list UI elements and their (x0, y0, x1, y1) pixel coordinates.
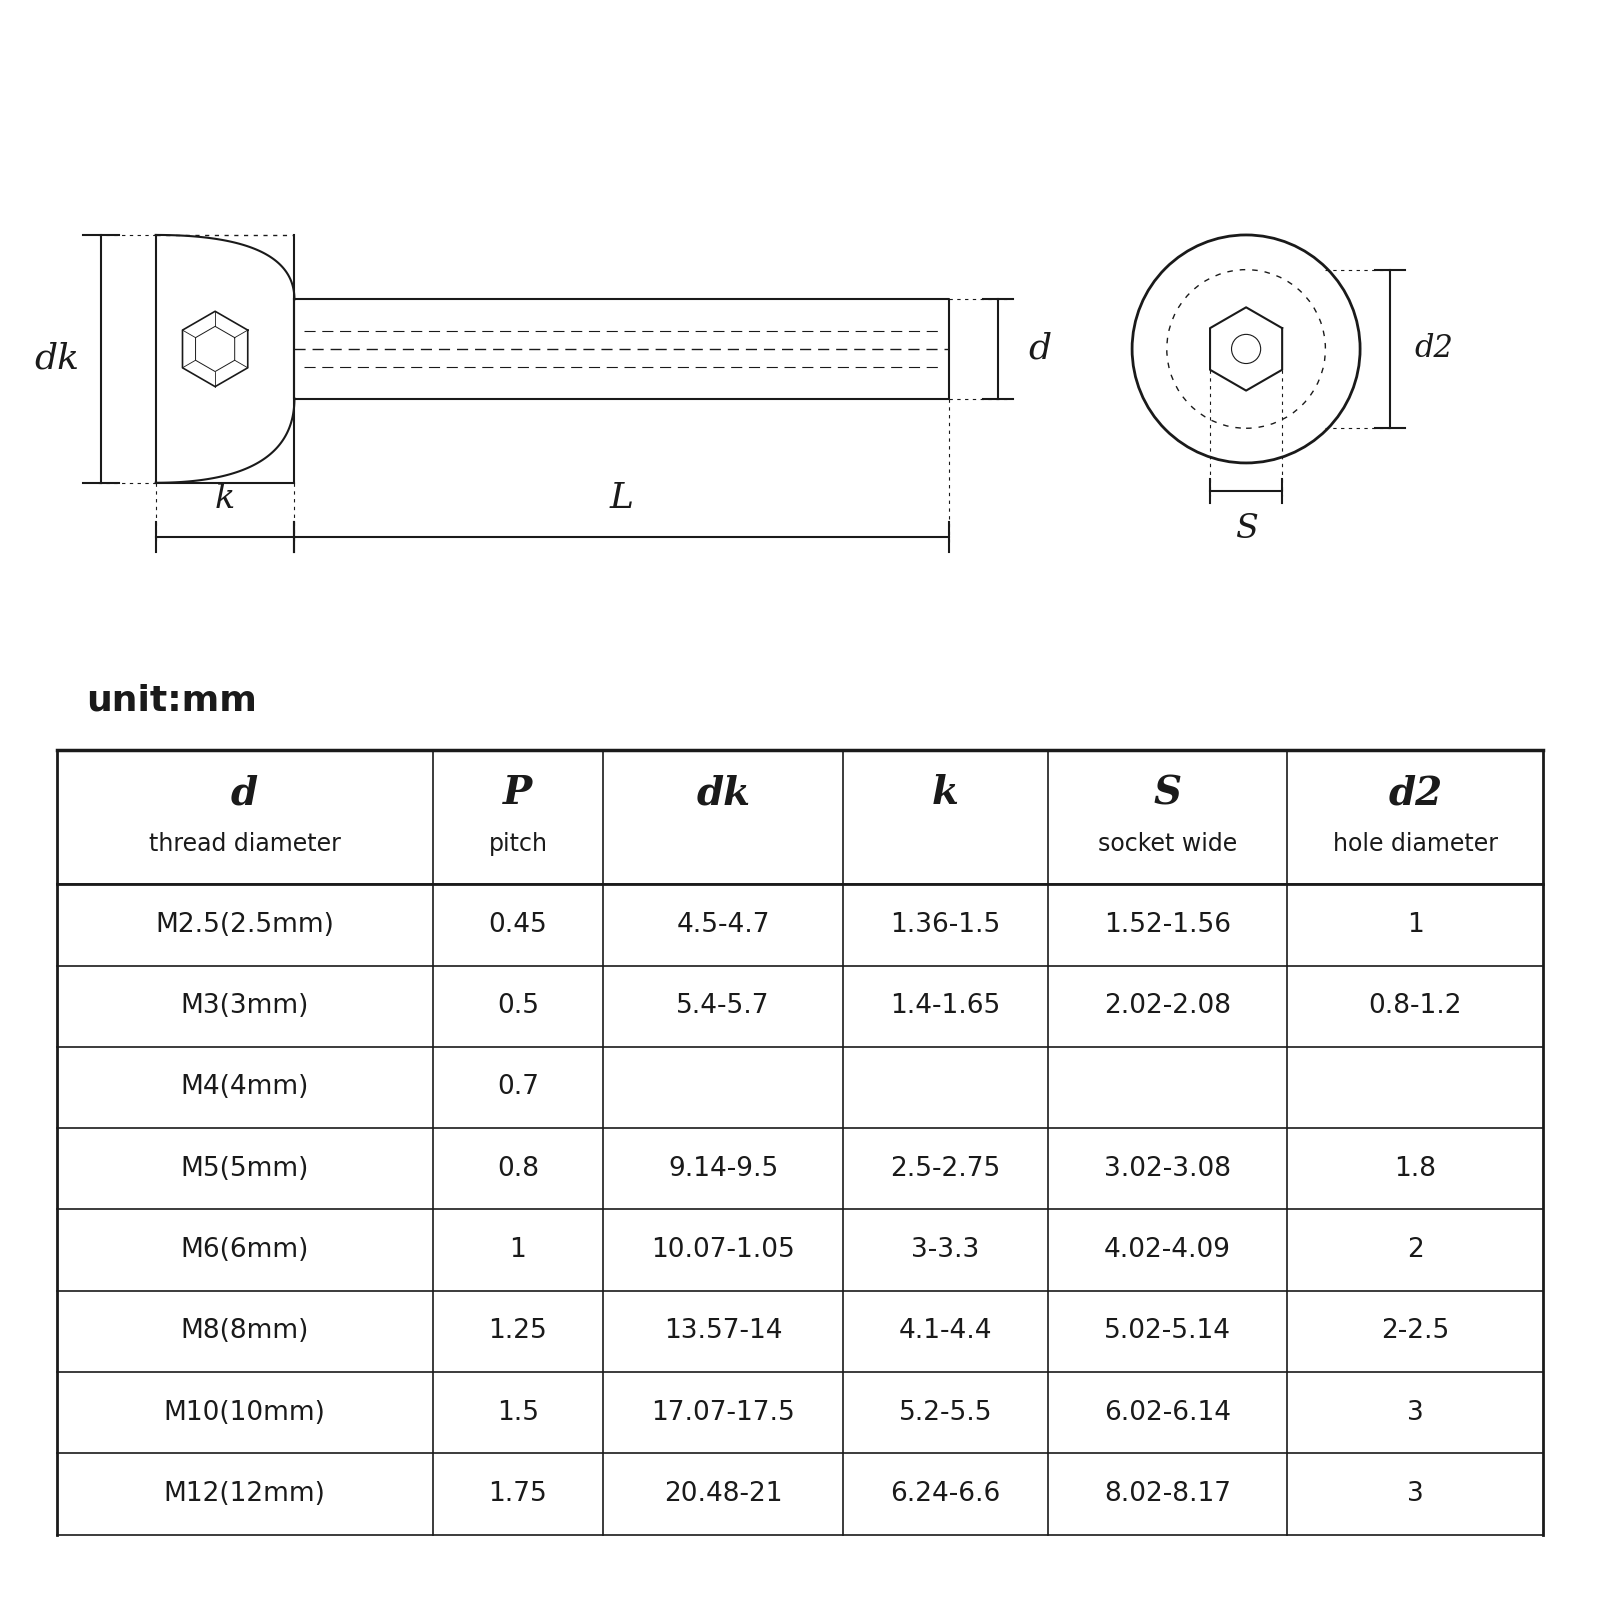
Text: 0.8-1.2: 0.8-1.2 (1368, 994, 1462, 1019)
Text: 1.4-1.65: 1.4-1.65 (890, 994, 1000, 1019)
Text: 1: 1 (510, 1237, 526, 1262)
Text: 5.2-5.5: 5.2-5.5 (899, 1400, 992, 1426)
Text: 1: 1 (1406, 912, 1424, 938)
Text: 2.02-2.08: 2.02-2.08 (1104, 994, 1230, 1019)
Text: 3-3.3: 3-3.3 (910, 1237, 979, 1262)
Text: k: k (214, 483, 235, 515)
Text: M2.5(2.5mm): M2.5(2.5mm) (155, 912, 334, 938)
Text: hole diameter: hole diameter (1333, 832, 1498, 856)
Text: 3.02-3.08: 3.02-3.08 (1104, 1155, 1230, 1182)
Text: M12(12mm): M12(12mm) (163, 1482, 325, 1507)
Text: d: d (1029, 331, 1051, 366)
Text: 0.5: 0.5 (498, 994, 539, 1019)
Text: 3: 3 (1406, 1400, 1424, 1426)
Text: 0.45: 0.45 (488, 912, 547, 938)
Text: 20.48-21: 20.48-21 (664, 1482, 782, 1507)
Text: 1.8: 1.8 (1394, 1155, 1437, 1182)
Text: M5(5mm): M5(5mm) (181, 1155, 309, 1182)
Text: M4(4mm): M4(4mm) (181, 1075, 309, 1101)
Text: M10(10mm): M10(10mm) (163, 1400, 325, 1426)
Text: d: d (230, 774, 258, 813)
Text: 1.52-1.56: 1.52-1.56 (1104, 912, 1230, 938)
Text: 10.07-1.05: 10.07-1.05 (651, 1237, 795, 1262)
Text: thread diameter: thread diameter (149, 832, 341, 856)
Text: 5.4-5.7: 5.4-5.7 (677, 994, 770, 1019)
Text: 1.36-1.5: 1.36-1.5 (890, 912, 1000, 938)
Text: M6(6mm): M6(6mm) (181, 1237, 309, 1262)
Text: 4.1-4.4: 4.1-4.4 (899, 1318, 992, 1344)
Text: 4.02-4.09: 4.02-4.09 (1104, 1237, 1230, 1262)
Text: 3: 3 (1406, 1482, 1424, 1507)
Text: 1.75: 1.75 (488, 1482, 547, 1507)
Text: 1.5: 1.5 (498, 1400, 539, 1426)
Text: d2: d2 (1414, 333, 1453, 365)
Text: dk: dk (34, 342, 78, 376)
Text: pitch: pitch (488, 832, 547, 856)
Text: 2: 2 (1406, 1237, 1424, 1262)
Text: 0.8: 0.8 (498, 1155, 539, 1182)
Text: 1.25: 1.25 (488, 1318, 547, 1344)
Text: P: P (504, 774, 533, 813)
Text: unit:mm: unit:mm (86, 683, 258, 718)
Text: 0.7: 0.7 (498, 1075, 539, 1101)
Text: 4.5-4.7: 4.5-4.7 (677, 912, 770, 938)
Text: 8.02-8.17: 8.02-8.17 (1104, 1482, 1230, 1507)
Text: socket wide: socket wide (1098, 832, 1237, 856)
Text: L: L (610, 482, 634, 515)
Text: 2-2.5: 2-2.5 (1381, 1318, 1450, 1344)
Text: d2: d2 (1389, 774, 1442, 813)
Text: 2.5-2.75: 2.5-2.75 (890, 1155, 1000, 1182)
Text: 6.02-6.14: 6.02-6.14 (1104, 1400, 1230, 1426)
Text: M3(3mm): M3(3mm) (181, 994, 309, 1019)
Text: k: k (931, 774, 958, 813)
Text: 13.57-14: 13.57-14 (664, 1318, 782, 1344)
Text: 17.07-17.5: 17.07-17.5 (651, 1400, 795, 1426)
Text: dk: dk (696, 774, 750, 813)
Text: M8(8mm): M8(8mm) (181, 1318, 309, 1344)
Text: S: S (1235, 512, 1258, 544)
Text: 6.24-6.6: 6.24-6.6 (890, 1482, 1000, 1507)
Text: 5.02-5.14: 5.02-5.14 (1104, 1318, 1230, 1344)
Text: 9.14-9.5: 9.14-9.5 (667, 1155, 778, 1182)
Text: S: S (1154, 774, 1181, 813)
